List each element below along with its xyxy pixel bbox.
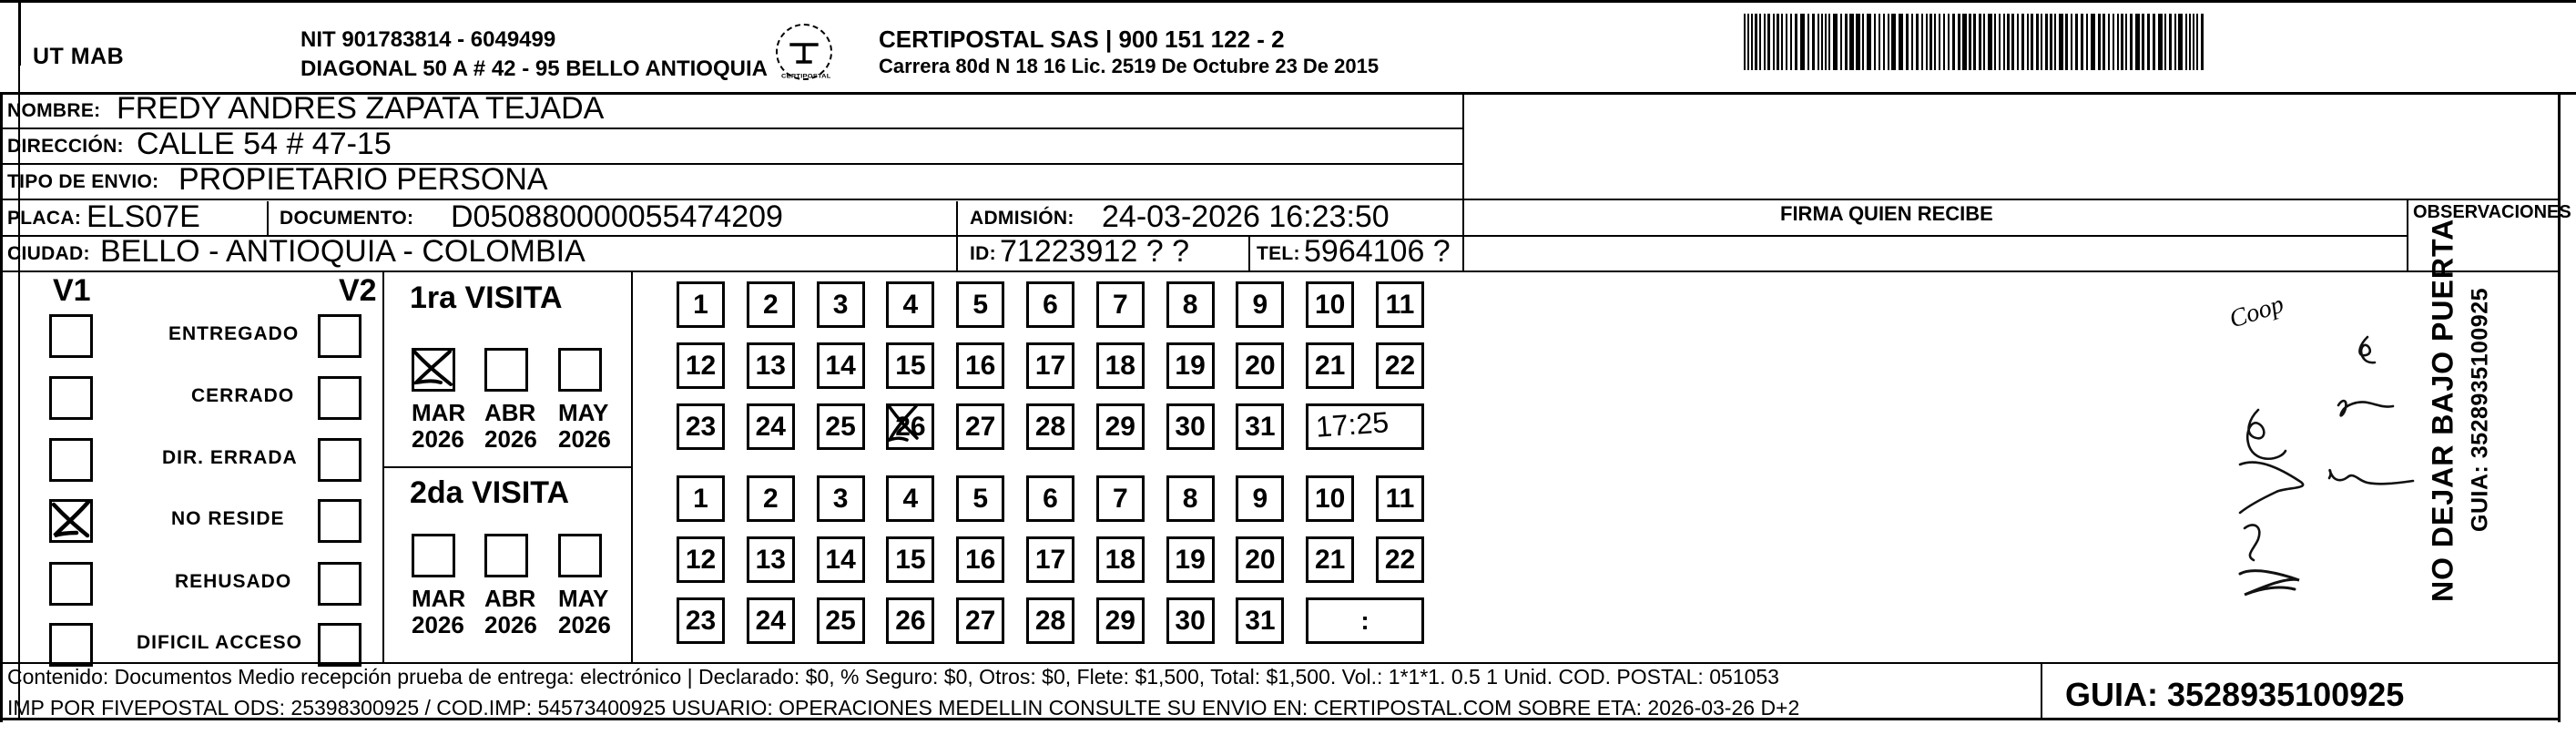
svg-text:Coop: Coop bbox=[2226, 290, 2287, 333]
